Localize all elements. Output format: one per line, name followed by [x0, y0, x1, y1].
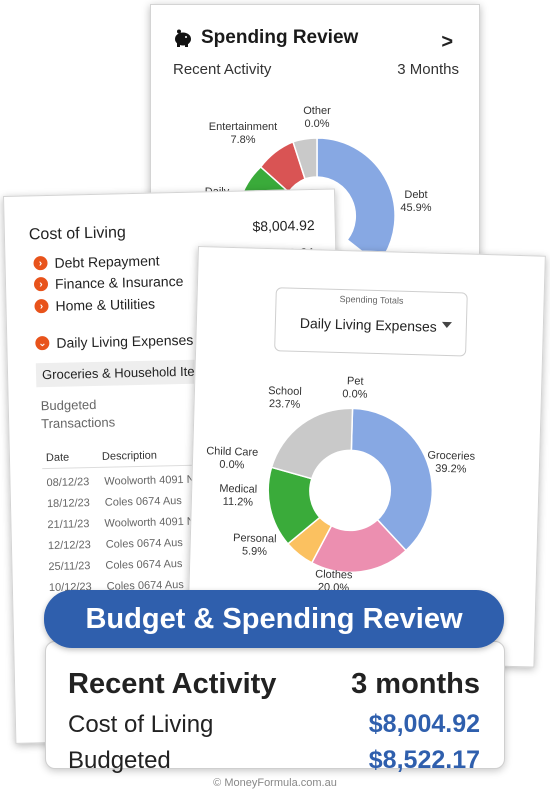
- cost-of-living-title: Cost of Living: [28, 224, 126, 244]
- category-label: Finance & Insurance: [54, 272, 184, 292]
- column-date: Date: [45, 451, 70, 465]
- spending-review-header: Spending Review: [173, 27, 358, 49]
- summary-budgeted-label: Budgeted: [68, 747, 171, 774]
- table-row[interactable]: 21/11/23 Woolworth 4091 N: [47, 515, 195, 532]
- pie-label-school: School 23.7%: [267, 385, 302, 411]
- pie-label-pet: Pet 0.0%: [342, 375, 368, 401]
- table-row[interactable]: 12/12/23 Coles 0674 Aus: [47, 537, 183, 553]
- summary-budgeted-value: $8,522.17: [368, 746, 480, 774]
- period-label: 3 Months: [397, 61, 459, 78]
- summary-cost-row: Cost of Living $8,004.92: [68, 710, 480, 739]
- transactions-label: Transactions: [41, 414, 116, 432]
- category-home-utilities[interactable]: › Home & Utilities: [34, 296, 155, 315]
- summary-period: 3 months: [351, 668, 480, 700]
- daily-donut-chart: [267, 407, 434, 574]
- spending-review-title: Spending Review: [201, 27, 359, 48]
- pie-label-child-care: Child Care 0.0%: [206, 445, 259, 472]
- pie-label-other: Other 0.0%: [303, 105, 331, 130]
- summary-cost-value: $8,004.92: [368, 710, 480, 738]
- pie-label-entertainment: Entertainment 7.8%: [208, 121, 278, 146]
- banner-title: Budget & Spending Review: [44, 590, 504, 648]
- category-debt-repayment[interactable]: › Debt Repayment: [33, 252, 160, 271]
- cost-of-living-total: $8,004.92: [252, 216, 315, 235]
- table-row[interactable]: 08/12/23 Woolworth 4091 NS: [46, 473, 203, 490]
- category-finance-insurance[interactable]: › Finance & Insurance: [33, 272, 184, 292]
- category-label: Daily Living Expenses: [56, 331, 194, 351]
- column-description: Description: [101, 449, 158, 463]
- chevron-down-icon: ⌄: [35, 335, 50, 351]
- budgeted-label: Budgeted: [40, 396, 97, 414]
- table-row[interactable]: 18/12/23 Coles 0674 Aus: [46, 495, 182, 511]
- pie-label-groceries: Groceries 39.2%: [427, 449, 476, 476]
- summary-panel: [45, 641, 505, 769]
- pie-label-medical: Medical 11.2%: [219, 482, 258, 509]
- summary-recent-activity: Recent Activity: [68, 668, 277, 700]
- slice-school: [270, 407, 354, 480]
- pie-label-debt: Debt 45.9%: [400, 189, 432, 214]
- table-row[interactable]: 25/11/23 Coles 0674 Aus: [48, 558, 183, 574]
- slice-other: [292, 137, 318, 180]
- piggy-bank-icon: [175, 29, 191, 47]
- category-label: Debt Repayment: [54, 252, 160, 271]
- chevron-right-icon: ›: [33, 256, 48, 271]
- summary-header-row: Recent Activity 3 months: [68, 668, 480, 701]
- category-label: Home & Utilities: [55, 295, 156, 314]
- slice-groceries: [350, 407, 434, 552]
- chevron-right-icon: ›: [34, 298, 49, 314]
- copyright-credit: © MoneyFormula.com.au: [213, 777, 337, 789]
- summary-budgeted-row: Budgeted $8,522.17: [68, 746, 480, 775]
- pie-label-personal: Personal 5.9%: [232, 532, 277, 559]
- chevron-right-icon[interactable]: >: [441, 31, 453, 53]
- recent-activity-label: Recent Activity: [173, 61, 272, 78]
- spending-donut-chart: [241, 137, 396, 266]
- summary-cost-label: Cost of Living: [68, 711, 214, 738]
- chevron-right-icon: ›: [33, 277, 49, 292]
- category-daily-living[interactable]: ⌄ Daily Living Expenses: [35, 332, 193, 352]
- daily-living-card: Spending Totals Daily Living Expenses Pe…: [186, 246, 546, 668]
